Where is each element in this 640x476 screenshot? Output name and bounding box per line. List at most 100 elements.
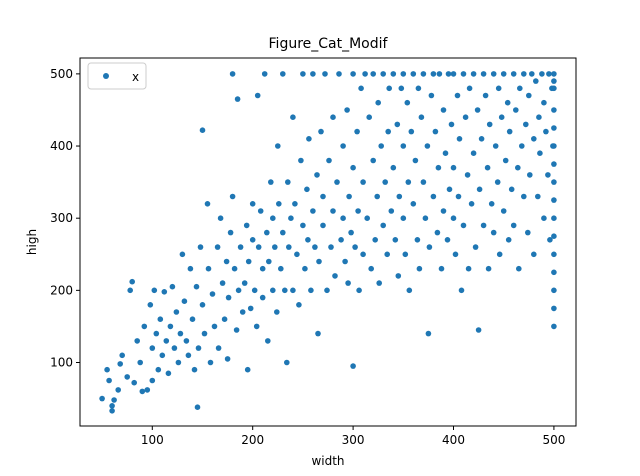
data-point — [211, 323, 218, 330]
data-point — [480, 222, 487, 229]
data-point — [151, 287, 158, 294]
data-point — [475, 327, 482, 333]
chart-title: Figure_Cat_Modif — [269, 36, 389, 52]
data-point — [147, 302, 154, 308]
data-point — [259, 265, 266, 272]
y-tick-label: 300 — [50, 211, 73, 225]
data-point — [551, 269, 557, 276]
data-point — [472, 244, 479, 250]
data-point — [440, 107, 447, 113]
data-point — [492, 143, 499, 149]
data-point — [523, 121, 529, 128]
data-point — [384, 251, 391, 258]
data-point — [194, 404, 201, 411]
data-point — [533, 78, 539, 84]
data-point — [474, 107, 481, 113]
data-point — [330, 208, 336, 214]
data-point — [233, 327, 240, 333]
data-point — [177, 330, 184, 337]
data-point — [149, 345, 156, 351]
data-point — [516, 265, 522, 272]
data-point — [352, 244, 358, 250]
data-point — [416, 265, 423, 272]
data-point — [332, 273, 338, 279]
data-point — [466, 85, 473, 92]
data-point — [395, 273, 402, 279]
y-tick-label: 400 — [50, 139, 73, 153]
data-point — [502, 157, 509, 164]
data-point — [167, 323, 174, 330]
data-point — [521, 193, 527, 200]
data-point — [426, 244, 433, 250]
data-point — [402, 251, 409, 258]
legend-marker — [103, 73, 109, 79]
data-point — [380, 222, 387, 229]
data-point — [551, 143, 557, 149]
data-point — [249, 237, 256, 243]
data-point — [320, 193, 326, 200]
data-point — [415, 85, 422, 92]
data-point — [338, 237, 344, 243]
data-point — [432, 128, 439, 135]
data-point — [456, 136, 463, 142]
data-point — [376, 280, 383, 286]
data-point — [157, 316, 164, 323]
data-point — [106, 377, 112, 384]
legend-entry-label: x — [132, 70, 139, 84]
data-point — [292, 201, 298, 207]
data-point — [302, 265, 308, 272]
data-point — [340, 215, 346, 221]
y-tick-label: 100 — [50, 356, 73, 370]
data-point — [536, 114, 542, 120]
data-point — [185, 352, 192, 359]
data-point — [405, 179, 412, 185]
data-point — [169, 283, 176, 290]
data-point — [420, 71, 427, 77]
data-point — [504, 99, 511, 106]
data-point — [513, 107, 519, 113]
data-point — [400, 71, 407, 77]
data-point — [109, 408, 115, 414]
data-point — [382, 179, 389, 185]
data-point — [450, 164, 457, 171]
y-axis-label: high — [25, 229, 39, 255]
data-point — [385, 128, 392, 135]
data-point — [134, 338, 140, 344]
data-point — [496, 251, 503, 258]
data-point — [460, 71, 467, 77]
data-point — [400, 143, 407, 149]
data-point — [541, 215, 547, 221]
data-point — [551, 107, 557, 113]
data-point — [310, 208, 316, 214]
data-point — [396, 193, 403, 200]
data-point — [464, 172, 471, 178]
data-point — [235, 287, 242, 294]
data-point — [446, 186, 453, 193]
data-point — [284, 359, 290, 366]
data-point — [368, 265, 375, 272]
data-point — [400, 215, 407, 221]
data-point — [181, 298, 188, 305]
data-point — [494, 179, 501, 185]
data-point — [414, 237, 421, 243]
data-point — [131, 379, 137, 386]
data-point — [111, 397, 117, 403]
data-point — [139, 388, 146, 395]
x-tick-label: 300 — [342, 433, 365, 447]
data-point — [551, 251, 557, 258]
data-point — [470, 150, 477, 156]
data-point — [529, 71, 535, 77]
data-point — [386, 85, 393, 92]
data-point — [266, 258, 272, 265]
data-point — [153, 330, 160, 337]
data-point — [410, 71, 417, 77]
data-point — [490, 71, 497, 77]
data-point — [490, 229, 497, 236]
data-point — [300, 71, 306, 77]
data-point — [551, 125, 557, 131]
data-point — [551, 78, 557, 84]
data-point — [482, 92, 489, 99]
data-point — [231, 265, 238, 272]
data-point — [280, 71, 286, 77]
data-point — [221, 316, 228, 323]
